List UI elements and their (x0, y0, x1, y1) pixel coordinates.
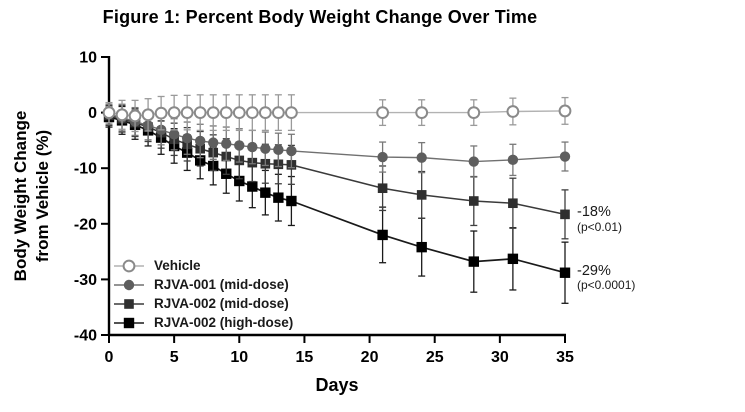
x-tick-label: 25 (426, 349, 444, 366)
x-tick-label: 20 (361, 349, 379, 366)
data-point-marker (167, 106, 181, 119)
data-point-marker (115, 108, 129, 122)
x-tick-label: 30 (491, 349, 509, 366)
data-point-marker (122, 259, 136, 272)
legend-item-vehicle: Vehicle (111, 256, 293, 275)
data-point-marker (206, 106, 220, 119)
y-tick-label: 10 (79, 50, 97, 67)
data-point-marker (285, 106, 298, 119)
data-point-marker (559, 151, 571, 162)
data-point-marker (247, 141, 258, 153)
data-point-marker (507, 154, 519, 166)
legend: Vehicle RJVA-001 (mid-dose) RJVA-002 (mi… (111, 256, 293, 332)
y-tick-label: -10 (74, 161, 97, 178)
data-point-marker (208, 137, 219, 148)
data-point-marker (181, 132, 193, 144)
data-point-marker (416, 241, 427, 253)
data-point-marker (416, 190, 427, 200)
data-point-marker (558, 104, 572, 118)
axes: 10 0 -10 -20 -30 -40 0 5 10 15 20 25 30 35 (74, 50, 574, 367)
data-point-marker (467, 106, 481, 119)
data-point-marker (260, 143, 271, 154)
annotation-minus-18-percent: -18% (p<0.01) (577, 205, 622, 234)
y-axis-title-line2: from Vehicle (%) (33, 130, 52, 262)
data-point-marker (377, 183, 388, 194)
annotation-pvalue: (p<0.01) (577, 220, 623, 234)
x-tick-label: 10 (230, 349, 248, 366)
y-tick-label: -20 (74, 216, 97, 233)
data-point-marker (376, 106, 390, 119)
data-point-marker (271, 106, 285, 119)
data-point-marker (286, 145, 297, 157)
data-point-marker (123, 317, 135, 328)
data-point-marker (559, 267, 571, 278)
data-point-marker (128, 109, 142, 123)
x-axis-title: Days (315, 375, 358, 395)
dark-square-marker-icon (114, 298, 144, 309)
data-point-marker (506, 105, 520, 118)
data-point-marker (416, 152, 427, 163)
black-square-marker-icon (114, 317, 144, 328)
data-point-marker (507, 253, 519, 265)
legend-label: RJVA-002 (mid-dose) (154, 296, 289, 311)
legend-item-rjva-002-mid-dose: RJVA-002 (mid-dose) (111, 294, 293, 313)
data-point-marker (232, 106, 246, 119)
x-tick-label: 35 (556, 349, 574, 366)
data-point-marker (469, 196, 479, 206)
data-point-marker (123, 279, 135, 290)
data-point-marker (415, 106, 429, 119)
legend-label: Vehicle (154, 258, 201, 273)
data-point-marker (560, 209, 570, 220)
data-point-marker (154, 106, 168, 120)
annotation-pvalue: (p<0.0001) (577, 278, 636, 293)
data-point-marker (193, 106, 207, 119)
y-tick-label: 0 (88, 105, 97, 122)
filled-circle-marker-icon (114, 279, 144, 290)
data-point-marker (221, 138, 232, 149)
legend-label: RJVA-001 (mid-dose) (154, 277, 289, 292)
data-point-marker (124, 298, 134, 309)
series-layer (102, 94, 572, 304)
data-point-marker (377, 229, 388, 241)
data-point-marker (234, 140, 245, 151)
data-point-marker (260, 187, 271, 198)
data-point-marker (180, 106, 194, 119)
data-point-marker (273, 192, 284, 203)
data-point-marker (286, 195, 297, 207)
annotation-minus-29-percent: -29% (p<0.0001) (577, 262, 636, 293)
x-tick-label: 15 (296, 349, 314, 366)
data-point-marker (195, 135, 206, 147)
series-vehicle (102, 94, 572, 133)
y-tick-label: -30 (74, 272, 97, 289)
data-point-marker (258, 106, 272, 119)
annotation-value: -18% (577, 204, 611, 221)
data-point-marker (141, 108, 155, 122)
vehicle-marker-icon (114, 259, 144, 272)
data-point-marker (273, 144, 284, 156)
data-point-marker (247, 181, 258, 192)
data-point-marker (377, 151, 388, 163)
figure-title: Figure 1: Percent Body Weight Change Ove… (102, 7, 538, 27)
data-point-marker (508, 198, 518, 209)
annotation-value: -29% (577, 262, 611, 279)
series-rjva-001-mid-dose (103, 103, 571, 178)
legend-label: RJVA-002 (high-dose) (154, 315, 294, 330)
data-point-marker (468, 256, 479, 267)
legend-item-rjva-002-high-dose: RJVA-002 (high-dose) (111, 313, 293, 332)
data-point-marker (219, 106, 233, 119)
x-tick-label: 0 (105, 349, 114, 366)
data-point-marker (102, 106, 116, 119)
legend-item-rjva-001-mid-dose: RJVA-001 (mid-dose) (111, 275, 293, 294)
y-tick-label: -40 (74, 328, 97, 345)
x-tick-label: 5 (170, 349, 179, 366)
data-point-marker (168, 129, 180, 140)
data-point-marker (234, 175, 245, 187)
y-axis-title-line1: Body Weight Change (11, 111, 30, 282)
data-point-marker (468, 156, 479, 167)
data-point-marker (245, 106, 259, 119)
